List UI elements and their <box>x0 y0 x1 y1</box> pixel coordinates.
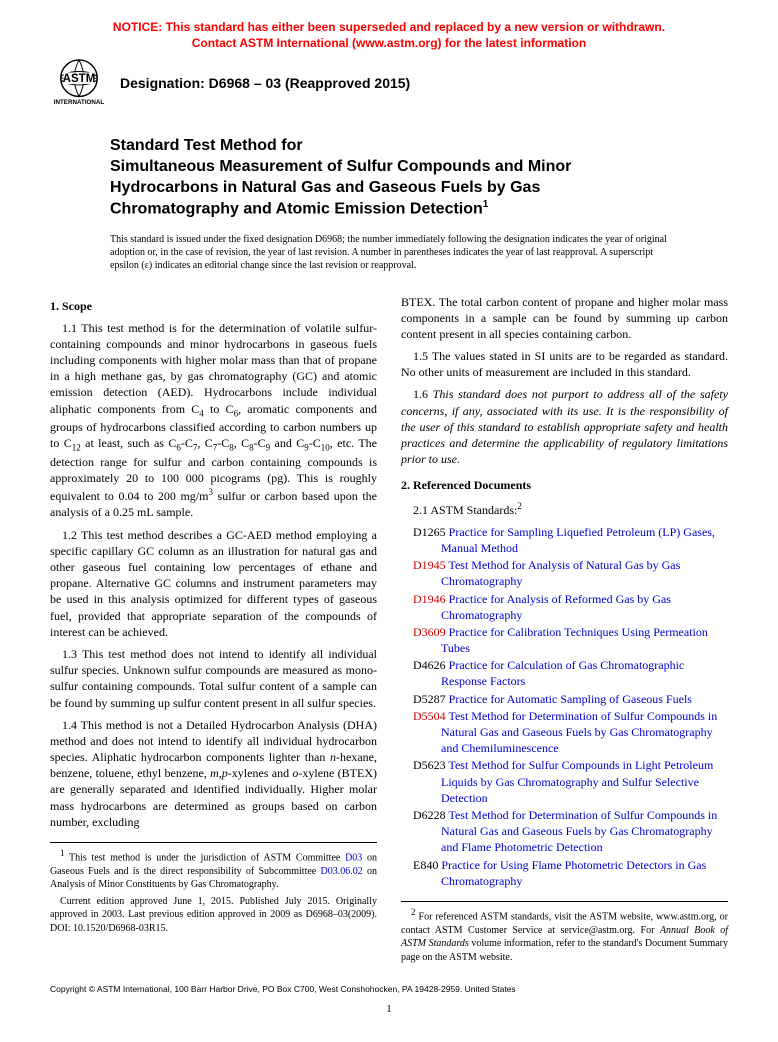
copyright: Copyright © ASTM International, 100 Barr… <box>50 984 728 995</box>
issuance-note: This standard is issued under the fixed … <box>110 233 668 272</box>
svg-text:ASTM: ASTM <box>63 73 96 85</box>
ref-code: D5623 <box>413 758 446 772</box>
body-columns: 1. Scope 1.1 This test method is for the… <box>50 294 728 965</box>
astm-logo-icon: ASTM INTERNATIONAL <box>50 59 108 107</box>
footnote-1: 1 This test method is under the jurisdic… <box>50 842 377 935</box>
ref-code: D6228 <box>413 808 446 822</box>
ref-item: E840 Practice for Using Flame Photometri… <box>401 857 728 889</box>
refs-heading: 2. Referenced Documents <box>401 477 728 493</box>
ref-item: D5287 Practice for Automatic Sampling of… <box>401 691 728 707</box>
ref-code: D5504 <box>413 709 446 723</box>
ref-item: D1945 Test Method for Analysis of Natura… <box>401 557 728 589</box>
title-block: Standard Test Method for Simultaneous Me… <box>110 135 668 220</box>
designation: Designation: D6968 – 03 (Reapproved 2015… <box>120 74 410 93</box>
ref-code: D5287 <box>413 692 446 706</box>
ref-code: D1265 <box>413 525 446 539</box>
ref-title-link[interactable]: Practice for Analysis of Reformed Gas by… <box>441 592 671 622</box>
title-lead: Standard Test Method for <box>110 135 668 157</box>
ref-item: D5623 Test Method for Sulfur Compounds i… <box>401 757 728 806</box>
para-1-3: 1.3 This test method does not intend to … <box>50 646 377 711</box>
ref-code: D1946 <box>413 592 446 606</box>
ref-code: D1945 <box>413 558 446 572</box>
ref-title-link[interactable]: Practice for Automatic Sampling of Gaseo… <box>449 692 692 706</box>
svg-text:INTERNATIONAL: INTERNATIONAL <box>54 99 105 106</box>
ref-title-link[interactable]: Practice for Sampling Liquefied Petroleu… <box>441 525 715 555</box>
ref-item: D4626 Practice for Calculation of Gas Ch… <box>401 657 728 689</box>
ref-title-link[interactable]: Test Method for Determination of Sulfur … <box>441 709 717 755</box>
para-1-5: 1.5 The values stated in SI units are to… <box>401 348 728 380</box>
ref-title-link[interactable]: Test Method for Sulfur Compounds in Ligh… <box>441 758 713 804</box>
para-1-4: 1.4 This method is not a Detailed Hydroc… <box>50 717 377 830</box>
notice-line1: NOTICE: This standard has either been su… <box>113 20 665 34</box>
subcommittee-link[interactable]: D03.06.02 <box>321 866 363 877</box>
ref-title-link[interactable]: Practice for Calibration Techniques Usin… <box>441 625 708 655</box>
ref-code: D3609 <box>413 625 446 639</box>
ref-item: D5504 Test Method for Determination of S… <box>401 708 728 757</box>
notice-line2: Contact ASTM International (www.astm.org… <box>192 36 586 50</box>
ref-code: E840 <box>413 858 438 872</box>
page-container: NOTICE: This standard has either been su… <box>0 0 778 1042</box>
para-1-6: 1.6 This standard does not purport to ad… <box>401 386 728 467</box>
footnote-2: 2 For referenced ASTM standards, visit t… <box>401 901 728 964</box>
para-1-2: 1.2 This test method describes a GC-AED … <box>50 527 377 640</box>
title-main: Simultaneous Measurement of Sulfur Compo… <box>110 157 668 221</box>
ref-title-link[interactable]: Practice for Calculation of Gas Chromato… <box>441 658 684 688</box>
ref-title-link[interactable]: Test Method for Analysis of Natural Gas … <box>441 558 680 588</box>
ref-title-link[interactable]: Practice for Using Flame Photometric Det… <box>441 858 706 888</box>
ref-code: D4626 <box>413 658 446 672</box>
ref-item: D3609 Practice for Calibration Technique… <box>401 624 728 656</box>
para-1-1: 1.1 This test method is for the determin… <box>50 320 377 521</box>
refs-subheading: 2.1 ASTM Standards:2 <box>401 500 728 518</box>
para-1-4-cont: BTEX. The total carbon content of propan… <box>401 294 728 343</box>
notice-banner: NOTICE: This standard has either been su… <box>50 20 728 51</box>
scope-heading: 1. Scope <box>50 298 377 314</box>
page-number: 1 <box>50 1002 728 1017</box>
ref-item: D1265 Practice for Sampling Liquefied Pe… <box>401 524 728 556</box>
header: ASTM INTERNATIONAL Designation: D6968 – … <box>50 59 728 107</box>
committee-link[interactable]: D03 <box>345 852 362 863</box>
ref-title-link[interactable]: Test Method for Determination of Sulfur … <box>441 808 717 854</box>
ref-item: D1946 Practice for Analysis of Reformed … <box>401 591 728 623</box>
ref-item: D6228 Test Method for Determination of S… <box>401 807 728 856</box>
